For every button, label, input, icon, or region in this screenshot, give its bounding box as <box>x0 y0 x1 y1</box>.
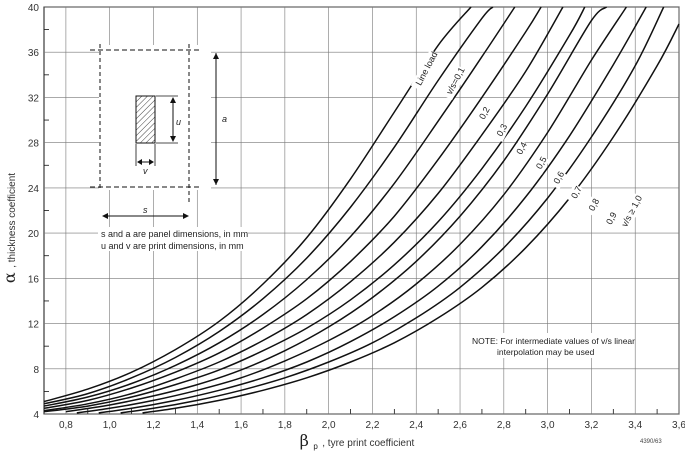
x-axis-subscript: p <box>313 442 318 451</box>
curve-label-background <box>511 139 530 161</box>
curve-label-background <box>583 196 603 217</box>
curve-9 <box>120 6 665 414</box>
y-tick-label: 16 <box>28 274 40 285</box>
x-tick-label: 3,4 <box>628 420 642 431</box>
curve-5 <box>43 6 586 413</box>
y-tick-label: 28 <box>28 139 40 150</box>
dimension-s-label: s <box>143 205 148 215</box>
x-axis-label: , tyre print coefficient <box>322 438 414 449</box>
x-tick-label: 2,2 <box>365 420 379 431</box>
curve-label-background <box>474 104 493 125</box>
curve-0 <box>43 6 472 403</box>
inset-caption-panel: s and a are panel dimensions, in mm <box>101 229 248 239</box>
x-tick-label: 2,0 <box>322 420 336 431</box>
inset-caption-background <box>98 227 248 251</box>
curve-label-background <box>410 49 441 92</box>
inset-schematic: a s u v s and a are panel dimensions, in… <box>90 44 248 251</box>
y-tick-label: 12 <box>28 320 40 331</box>
x-tick-label: 2,6 <box>453 420 467 431</box>
dimension-u-arrow-bottom <box>170 136 176 142</box>
y-tick-label: 20 <box>28 229 40 240</box>
y-tick-label: 40 <box>28 3 40 14</box>
note-line-1: NOTE: For intermediate values of v/s lin… <box>472 336 635 346</box>
curve-label-background <box>601 209 620 231</box>
tyre-print-rectangle <box>135 95 156 144</box>
y-axis-symbol: α <box>0 272 19 283</box>
dimension-a-arrow-top <box>213 53 219 59</box>
dimension-s-arrow-left <box>102 213 108 219</box>
x-tick-label: 3,6 <box>672 420 685 431</box>
x-axis-title: β p , tyre print coefficient <box>300 431 415 453</box>
curve-label-background <box>616 193 646 233</box>
x-tick-label: 1,6 <box>234 420 248 431</box>
y-tick-label: 24 <box>28 184 40 195</box>
x-tick-label: 2,4 <box>409 420 423 431</box>
note-line-2: interpolation may be used <box>497 347 595 357</box>
x-tick-label: 1,4 <box>190 420 204 431</box>
curve-1 <box>43 6 494 405</box>
curve-label-background <box>491 121 511 142</box>
y-tick-label: 32 <box>28 93 40 104</box>
curve-label-background <box>566 183 585 205</box>
figure-id: 4390/63 <box>640 439 662 445</box>
dimension-v-label: v <box>143 166 148 176</box>
curve-label-background <box>531 154 550 175</box>
x-tick-label: 3,0 <box>541 420 555 431</box>
curve-label-background <box>548 169 568 190</box>
x-axis-symbol: β <box>300 431 309 450</box>
dimension-v-arrow-left <box>137 159 142 165</box>
y-tick-label: 4 <box>33 410 39 421</box>
curve-4 <box>43 6 564 412</box>
y-axis-title: α , thickness coefficient <box>0 173 19 283</box>
note-box: NOTE: For intermediate values of v/s lin… <box>466 333 635 358</box>
x-tick-label: 1,8 <box>278 420 292 431</box>
curve-label-background <box>441 65 468 101</box>
curve-label: Line load <box>414 50 440 87</box>
y-axis-label: , thickness coefficient <box>7 173 18 268</box>
dimension-s-arrow-right <box>183 213 189 219</box>
x-tick-label: 1,0 <box>103 420 117 431</box>
x-tick-label: 3,2 <box>584 420 598 431</box>
note-background <box>466 333 634 358</box>
curve-7 <box>76 6 628 414</box>
y-tick-label: 8 <box>33 365 39 376</box>
x-tick-label: 1,2 <box>147 420 161 431</box>
curves: Line load v/s=0,10,20,30,40,50,60,70,80,9… <box>43 6 680 414</box>
x-tick-label: 2,8 <box>497 420 511 431</box>
curve-2 <box>43 6 516 407</box>
dimension-a-label: a <box>222 114 227 124</box>
dimension-v-arrow-right <box>149 159 154 165</box>
inset-caption-print: u and v are print dimensions, in mm <box>101 241 244 251</box>
curve-8 <box>98 6 647 414</box>
dimension-u-label: u <box>176 117 181 127</box>
curve-3 <box>43 6 542 410</box>
dimension-u-arrow-top <box>170 97 176 103</box>
curve-10 <box>142 23 680 414</box>
curve-6 <box>65 6 608 413</box>
dimension-a-arrow-bottom <box>213 179 219 185</box>
x-tick-label: 0,8 <box>59 420 73 431</box>
y-tick-label: 36 <box>28 48 40 59</box>
